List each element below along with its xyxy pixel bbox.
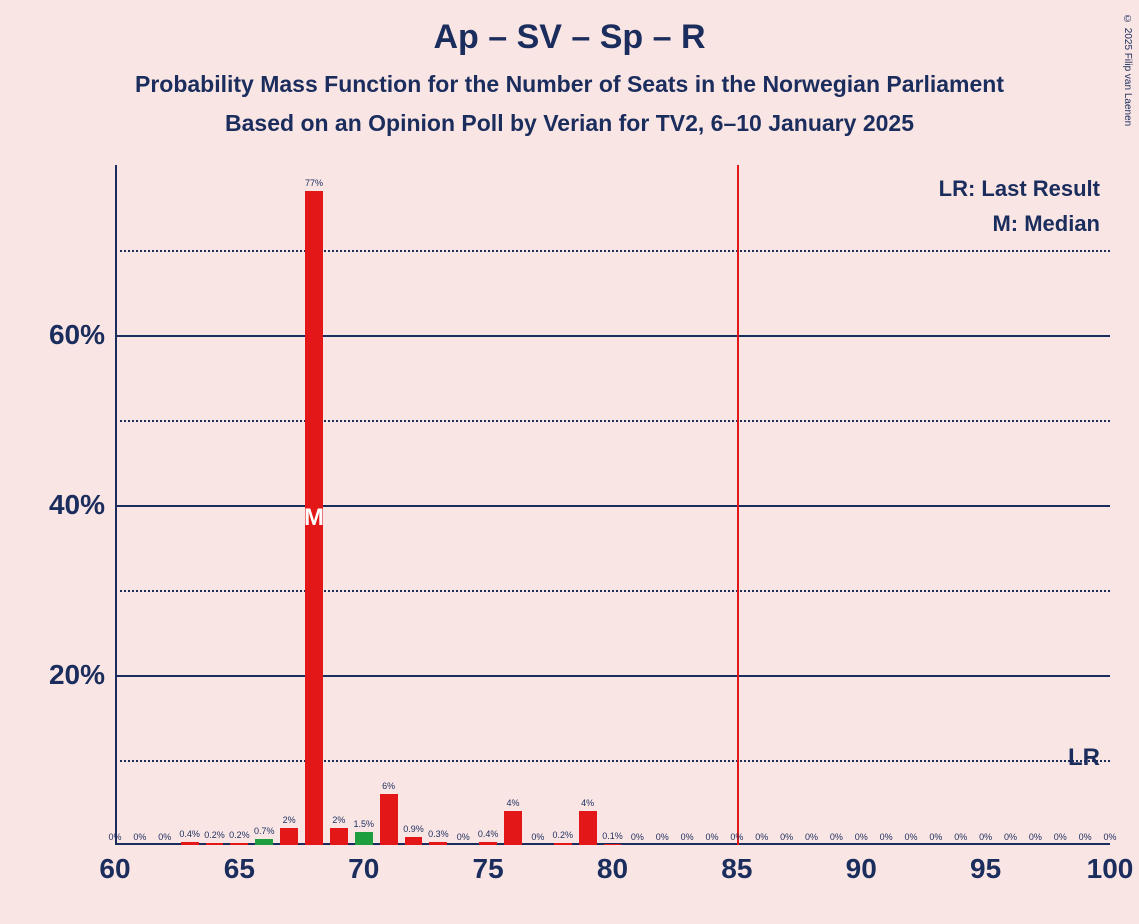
x-tick-label: 80 [597, 853, 628, 885]
bar-value-label: 0% [681, 832, 694, 842]
y-tick-label: 20% [49, 659, 105, 691]
grid-minor [115, 590, 1110, 592]
lr-line [737, 165, 739, 845]
bar [181, 842, 199, 845]
bar-value-label: 0.2% [204, 830, 225, 840]
x-tick-label: 100 [1087, 853, 1134, 885]
bar [405, 837, 423, 845]
chart-subtitle-2: Based on an Opinion Poll by Verian for T… [0, 110, 1139, 137]
bar-value-label: 0% [1004, 832, 1017, 842]
bar [579, 811, 597, 845]
bar-value-label: 0.9% [403, 824, 424, 834]
bar [330, 828, 348, 845]
bar-value-label: 0% [755, 832, 768, 842]
bar-value-label: 4% [506, 798, 519, 808]
bar-value-label: 4% [581, 798, 594, 808]
bar-value-label: 2% [283, 815, 296, 825]
grid-minor [115, 760, 1110, 762]
bar-value-label: 0% [531, 832, 544, 842]
bar [255, 839, 273, 845]
bar-value-label: 0.1% [602, 831, 623, 841]
bar-value-label: 0.2% [552, 830, 573, 840]
bar-value-label: 0.7% [254, 826, 275, 836]
bar-value-label: 0% [705, 832, 718, 842]
bar-value-label: 0.4% [179, 829, 200, 839]
bar [554, 843, 572, 845]
bar [429, 842, 447, 845]
grid-major [115, 335, 1110, 337]
bar-value-label: 0% [830, 832, 843, 842]
grid-minor [115, 250, 1110, 252]
copyright-text: © 2025 Filip van Laenen [1122, 14, 1133, 126]
bar-value-label: 2% [332, 815, 345, 825]
chart-title: Ap – SV – Sp – R [0, 0, 1139, 57]
bar-value-label: 77% [305, 178, 323, 188]
bar-value-label: 0% [929, 832, 942, 842]
bar-value-label: 0% [805, 832, 818, 842]
bar-value-label: 0.4% [478, 829, 499, 839]
bar-value-label: 0% [108, 832, 121, 842]
chart-subtitle-1: Probability Mass Function for the Number… [0, 71, 1139, 98]
bar [230, 843, 248, 845]
bar-value-label: 0% [979, 832, 992, 842]
x-tick-label: 70 [348, 853, 379, 885]
bar [504, 811, 522, 845]
bar [305, 191, 323, 846]
lr-label: LR [1068, 744, 1100, 772]
bar-value-label: 0% [631, 832, 644, 842]
bar-value-label: 0% [1079, 832, 1092, 842]
bar [479, 842, 497, 845]
bar-value-label: 6% [382, 781, 395, 791]
x-tick-label: 90 [846, 853, 877, 885]
bar [206, 843, 224, 845]
bar-value-label: 0.3% [428, 829, 449, 839]
plot-area: LR: Last Result M: Median 20%40%60%60657… [115, 165, 1110, 845]
x-tick-label: 60 [99, 853, 130, 885]
bar-value-label: 0% [133, 832, 146, 842]
x-tick-label: 85 [721, 853, 752, 885]
bar [380, 794, 398, 845]
bar-value-label: 0.2% [229, 830, 250, 840]
bar-value-label: 0% [780, 832, 793, 842]
bar-value-label: 0% [656, 832, 669, 842]
bar-value-label: 0% [158, 832, 171, 842]
bar-value-label: 0% [880, 832, 893, 842]
grid-major [115, 505, 1110, 507]
grid-minor [115, 420, 1110, 422]
y-tick-label: 40% [49, 489, 105, 521]
bar-value-label: 0% [904, 832, 917, 842]
bar [280, 828, 298, 845]
x-tick-label: 95 [970, 853, 1001, 885]
bar-value-label: 0% [457, 832, 470, 842]
bar [604, 844, 622, 845]
bar [355, 832, 373, 845]
x-tick-label: 75 [473, 853, 504, 885]
bar-value-label: 0% [730, 832, 743, 842]
bar-value-label: 0% [1103, 832, 1116, 842]
grid-major [115, 675, 1110, 677]
y-tick-label: 60% [49, 319, 105, 351]
x-tick-label: 65 [224, 853, 255, 885]
bar-value-label: 0% [954, 832, 967, 842]
bar-value-label: 0% [1054, 832, 1067, 842]
bar-value-label: 0% [855, 832, 868, 842]
bar-value-label: 0% [1029, 832, 1042, 842]
bar-value-label: 1.5% [353, 819, 374, 829]
